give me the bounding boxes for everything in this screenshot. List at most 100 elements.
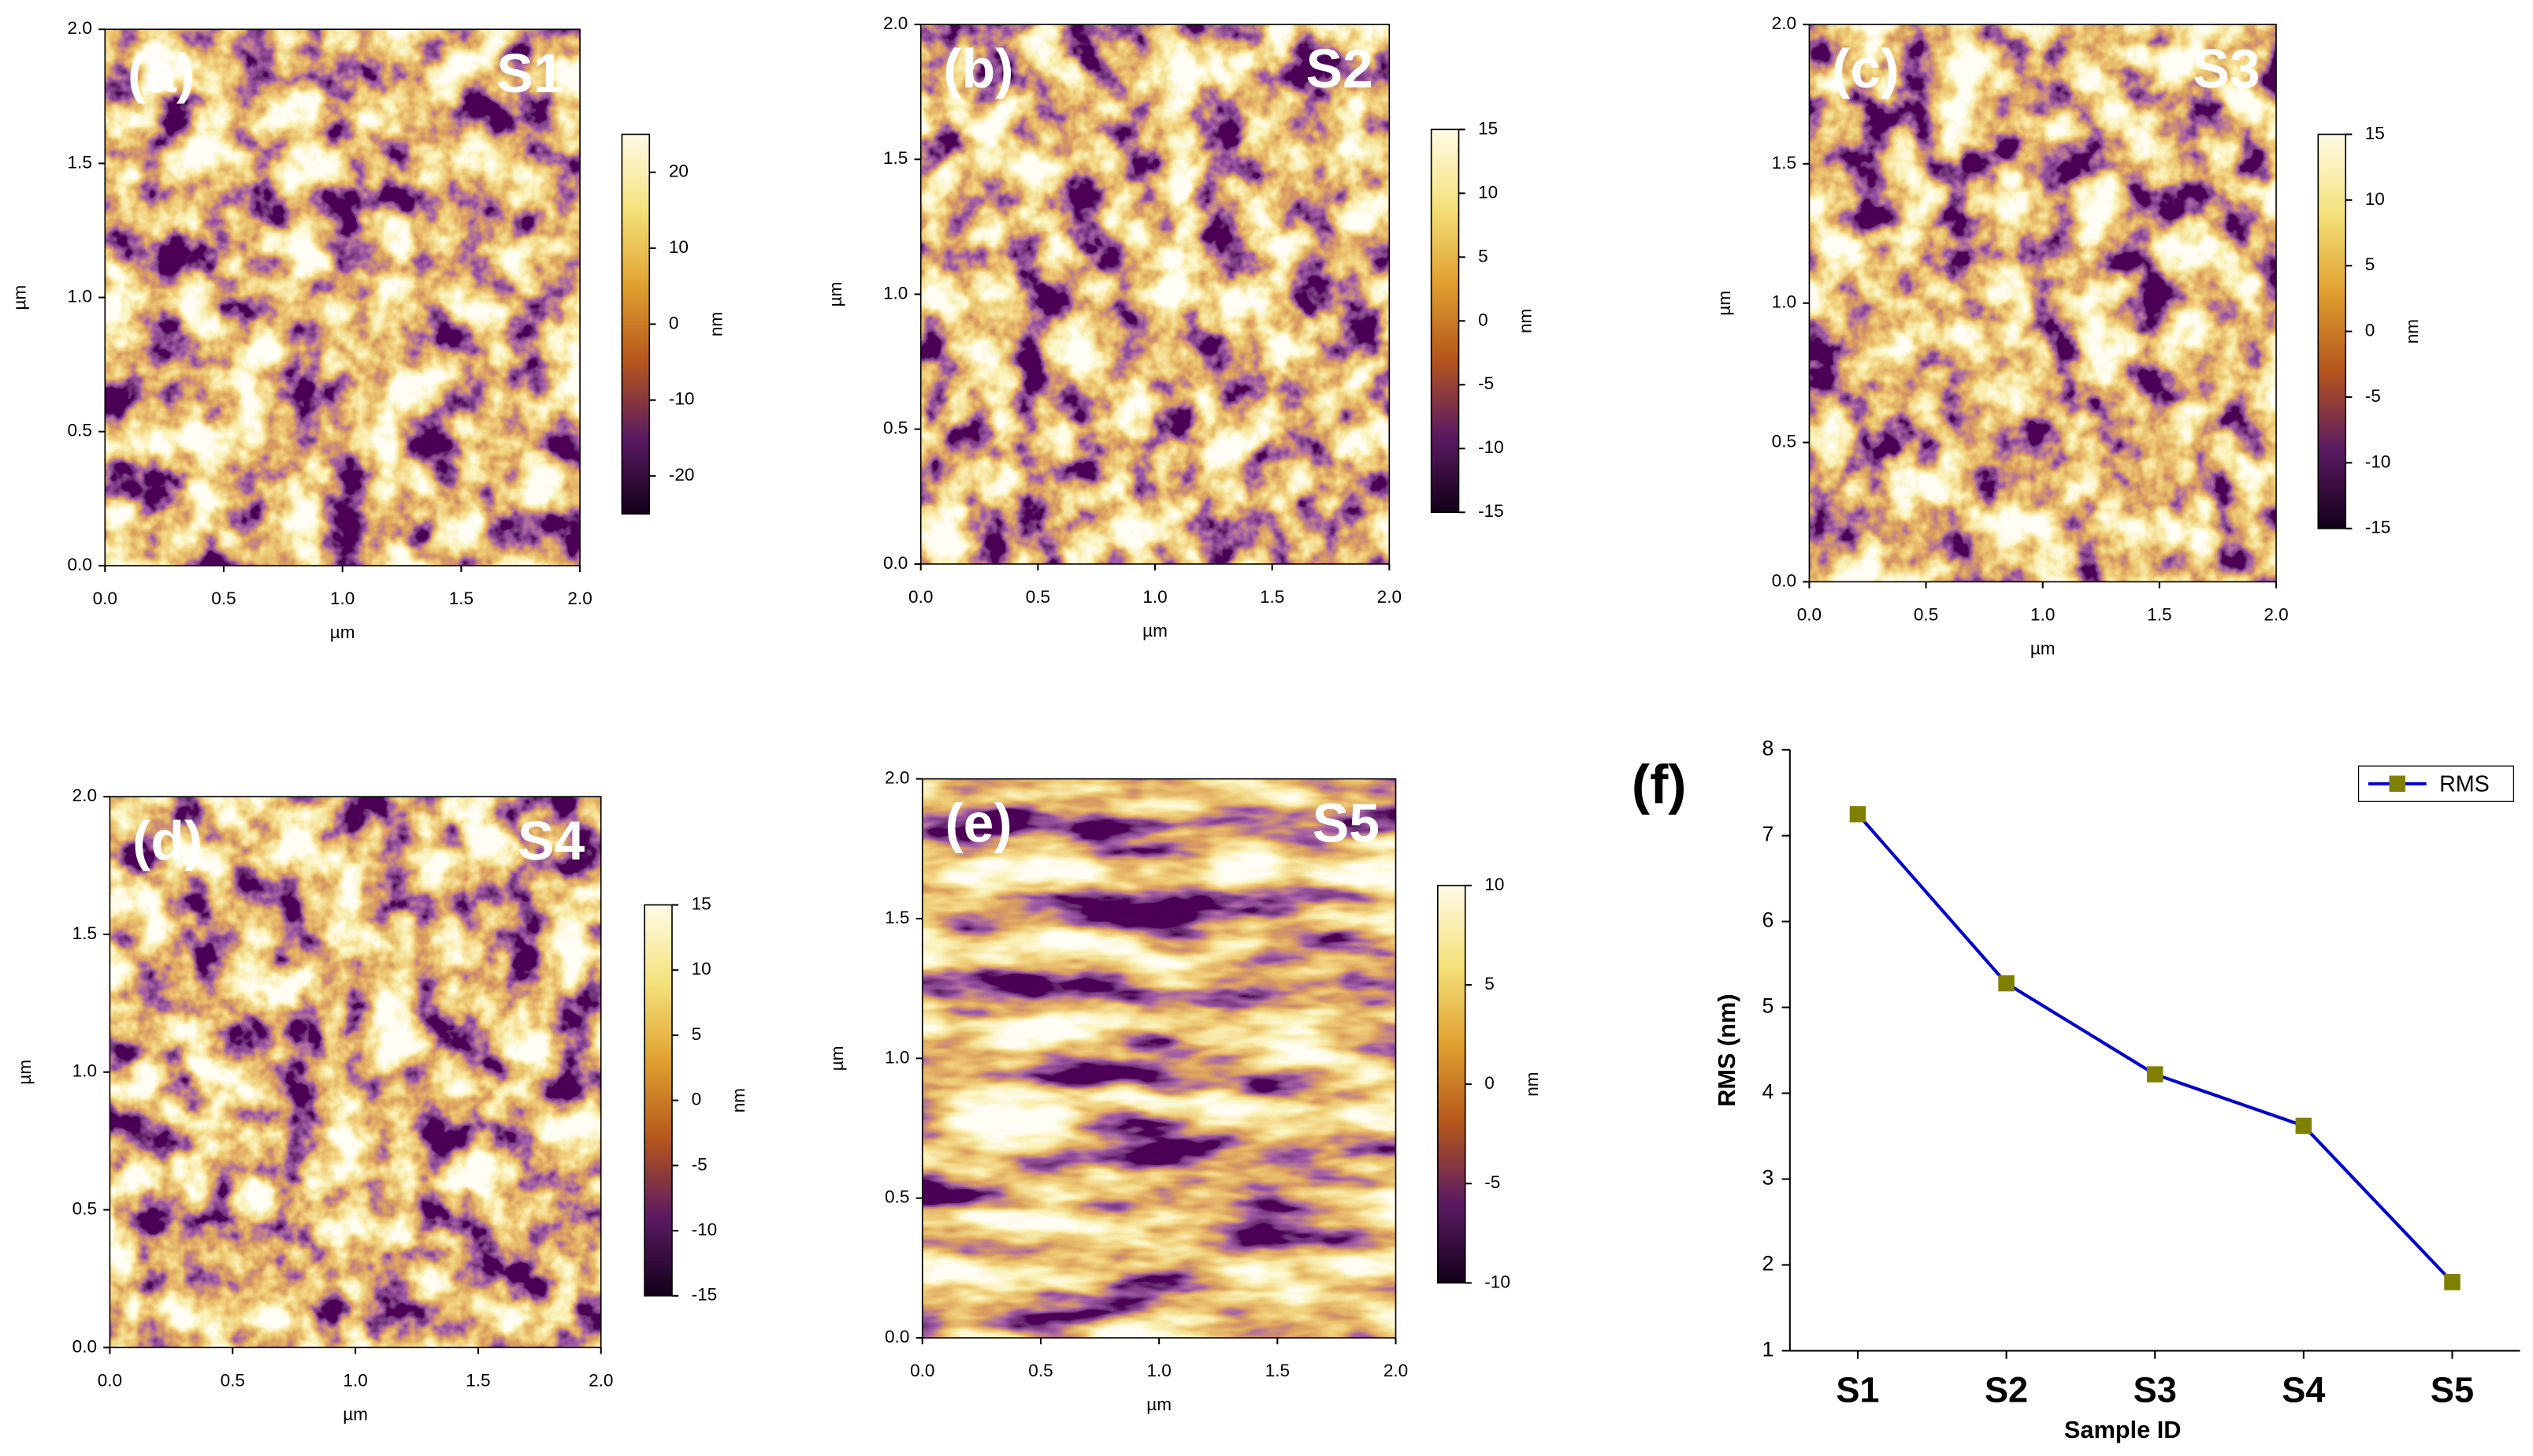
y-tick-label: 5 [1762, 994, 1773, 1018]
y-axis-label: µm [10, 285, 30, 310]
colorbar-tick-label: 15 [692, 893, 711, 913]
panel-title: S5 [1313, 793, 1380, 854]
y-tick-label: 0.0 [72, 1336, 97, 1356]
legend-label: RMS [2439, 771, 2490, 797]
x-tick-label: 1.0 [330, 589, 355, 608]
y-tick-label: 1.5 [72, 923, 97, 943]
x-tick-label: 1.0 [2030, 604, 2055, 624]
marker [1998, 975, 2015, 992]
panel-label: (c) [1832, 38, 1899, 99]
x-tick-label: 0.5 [1026, 587, 1050, 607]
colorbar-label: nm [729, 1088, 748, 1112]
panel-title: S4 [518, 810, 585, 871]
colorbar-label: nm [2402, 319, 2422, 344]
x-tick-label: 2.0 [589, 1370, 613, 1390]
legend-marker [2389, 775, 2406, 792]
colorbar-tick-label: 5 [692, 1024, 702, 1044]
colorbar-tick-label: 0 [1478, 310, 1488, 329]
colorbar-tick-label: 5 [1478, 246, 1488, 266]
colorbar-tick-label: -5 [1478, 373, 1494, 393]
colorbar-tick-label: -5 [1484, 1172, 1500, 1192]
y-tick-label: 1.0 [885, 1047, 909, 1067]
y-tick-label: 1.0 [883, 283, 908, 303]
x-tick-label: 1.5 [466, 1370, 490, 1390]
x-tick-label: 0.0 [98, 1370, 122, 1390]
y-tick-label: 0.5 [68, 421, 92, 440]
marker [2444, 1274, 2461, 1291]
y-tick-label: 3 [1762, 1166, 1773, 1190]
y-tick-label: 2.0 [885, 768, 909, 788]
y-tick-label: 0.0 [885, 1327, 909, 1346]
x-tick-label: 0.5 [1028, 1361, 1053, 1380]
x-axis-label: µm [330, 622, 355, 642]
x-tick-label: 1.5 [1265, 1361, 1290, 1380]
colorbar-tick-label: -10 [669, 389, 695, 409]
series-line [1856, 813, 2453, 1283]
y-tick-label: 1.0 [1772, 292, 1796, 312]
x-tick-label: S3 [2134, 1370, 2177, 1410]
x-tick-label: 2.0 [567, 589, 592, 608]
y-tick-label: 2.0 [72, 786, 97, 805]
colorbar-tick-label: 0 [692, 1090, 702, 1109]
x-tick-label: 0.5 [211, 589, 236, 608]
y-tick-label: 1.5 [885, 908, 909, 927]
colorbar-tick-label: 10 [1478, 182, 1498, 202]
afm-image [922, 778, 1396, 1339]
colorbar-tick-label: 0 [669, 313, 679, 332]
colorbar-label: nm [1516, 309, 1536, 333]
y-tick-label: 0.0 [68, 555, 92, 574]
colorbar-tick-label: 15 [1478, 118, 1498, 138]
y-tick-label: 0.5 [1772, 432, 1796, 451]
x-tick-label: 1.0 [1142, 587, 1167, 607]
colorbar [1437, 885, 1466, 1284]
colorbar-tick-label: 15 [2365, 123, 2385, 143]
colorbar-tick-label: 0 [2365, 321, 2375, 340]
y-axis-label: RMS (nm) [1713, 994, 1740, 1106]
colorbar-tick-label: 5 [1484, 974, 1495, 994]
y-tick-label: 1.5 [883, 148, 908, 168]
x-tick-label: 2.0 [1377, 587, 1402, 607]
x-tick-label: 0.0 [910, 1361, 934, 1380]
y-tick-label: 0.5 [885, 1187, 909, 1207]
x-tick-label: 2.0 [2264, 604, 2288, 624]
colorbar-label: nm [706, 312, 726, 336]
panel-label: (a) [128, 43, 195, 104]
panel-label: (e) [945, 793, 1012, 854]
y-tick-label: 0.5 [883, 418, 908, 438]
y-tick-label: 1.0 [68, 287, 92, 306]
colorbar-tick-label: -10 [1484, 1272, 1510, 1291]
colorbar [621, 133, 651, 515]
colorbar-tick-label: 10 [1484, 875, 1504, 894]
y-axis-label: µm [15, 1060, 35, 1085]
colorbar-tick-label: -10 [2365, 451, 2391, 471]
x-axis-label: Sample ID [2064, 1416, 2182, 1443]
colorbar [1430, 128, 1460, 514]
y-tick-label: 7 [1762, 823, 1773, 846]
y-tick-label: 0.0 [1772, 570, 1796, 590]
colorbar-tick-label: -15 [692, 1285, 718, 1305]
x-tick-label: 1.5 [1260, 587, 1284, 607]
x-tick-label: S5 [2431, 1370, 2474, 1410]
colorbar-tick-label: -15 [1478, 501, 1504, 521]
x-tick-label: 0.0 [908, 587, 933, 607]
marker [2146, 1066, 2163, 1083]
x-tick-label: 2.0 [1383, 1361, 1408, 1380]
y-axis-label: µm [1714, 291, 1734, 316]
y-tick-label: 1.5 [68, 152, 92, 172]
y-tick-label: 1.5 [1772, 153, 1796, 173]
afm-image [920, 24, 1390, 564]
colorbar-tick-label: -10 [692, 1220, 718, 1239]
colorbar-tick-label: 0 [1484, 1073, 1495, 1093]
colorbar-label: nm [1522, 1072, 1542, 1096]
colorbar-tick-label: -5 [692, 1154, 708, 1174]
panel-label: (f) [1632, 753, 1687, 815]
colorbar-tick-label: -5 [2365, 386, 2381, 406]
x-axis-label: µm [1146, 1395, 1172, 1414]
panel-title: S2 [1306, 38, 1373, 99]
y-tick-label: 2 [1762, 1252, 1773, 1276]
x-tick-label: S4 [2282, 1370, 2325, 1410]
colorbar-tick-label: -10 [1478, 437, 1504, 457]
y-axis-label: µm [827, 1046, 847, 1071]
y-tick-label: 1 [1762, 1337, 1773, 1361]
